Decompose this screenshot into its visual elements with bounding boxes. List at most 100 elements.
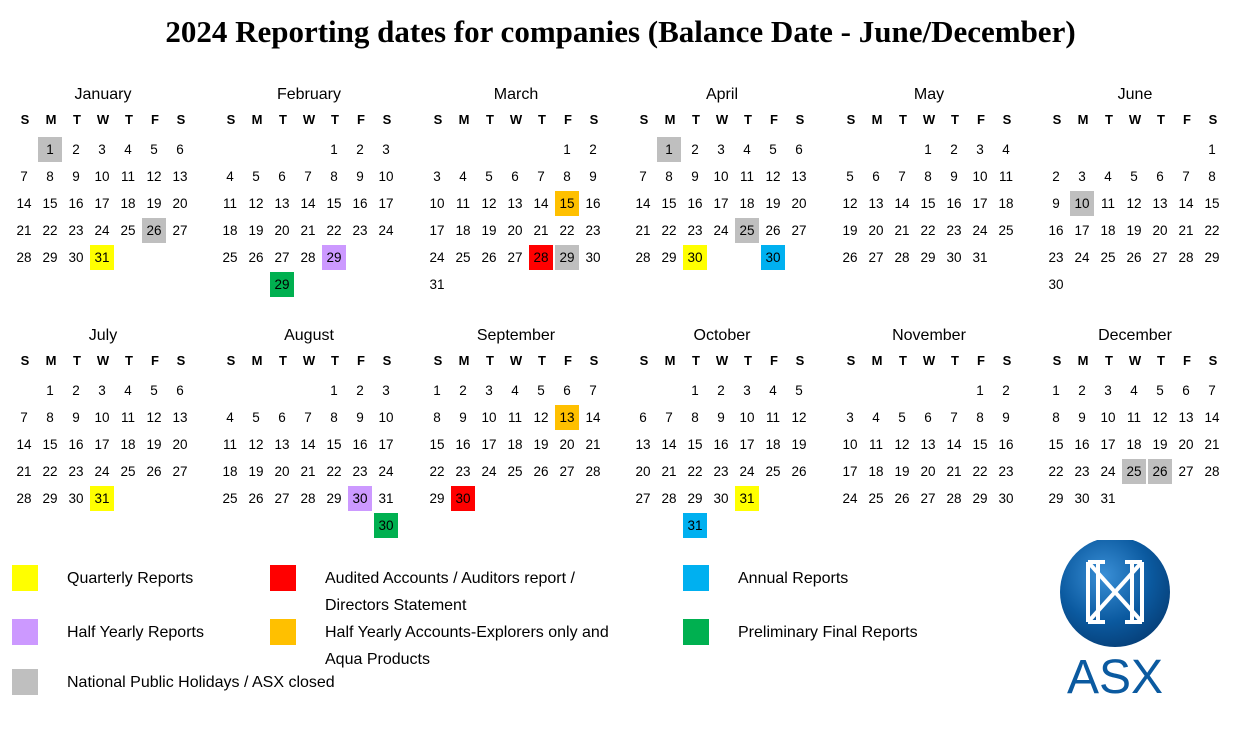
day-number: 17	[378, 437, 394, 452]
day-number: 30	[713, 491, 729, 506]
day-cell: 15	[683, 431, 709, 458]
day-number: 8	[433, 410, 441, 425]
day-cell: 11	[761, 404, 787, 431]
day-number: 3	[717, 142, 725, 157]
day-number: 8	[691, 410, 699, 425]
month-days-grid: S M T W T F S 1 2 3 4 5 6 7 8 9 10 11 12 13 14 15 16 17 18 19 20 21…	[1044, 350, 1226, 512]
day-number: 22	[559, 223, 575, 238]
weekday-header: F	[977, 112, 985, 127]
day-cell: 1	[322, 136, 348, 163]
day-number: 16	[687, 196, 703, 211]
day-number: 27	[868, 250, 884, 265]
day-number: 21	[16, 464, 32, 479]
weekday-header: T	[1105, 353, 1113, 368]
day-cell: 11	[116, 163, 142, 190]
day-number: 23	[68, 464, 84, 479]
day-cell-extra: 30	[374, 512, 400, 539]
day-number: 24	[481, 464, 497, 479]
weekday-header: T	[951, 112, 959, 127]
day-cell: 7	[657, 404, 683, 431]
day-cell: 12	[1122, 190, 1148, 217]
day-cell: 23	[348, 217, 374, 244]
month-name: July	[88, 327, 118, 344]
day-number: 17	[94, 196, 110, 211]
day-number: 24	[378, 223, 394, 238]
day-number: 21	[894, 223, 910, 238]
day-cell: 11	[116, 404, 142, 431]
day-number: 29	[326, 491, 342, 506]
weekday-header: F	[357, 353, 365, 368]
weekday-header: F	[770, 112, 778, 127]
day-cell: 20	[270, 217, 296, 244]
day-number: 7	[898, 169, 906, 184]
day-number: 13	[274, 196, 290, 211]
month-name: October	[693, 327, 751, 344]
day-cell: 23	[348, 458, 374, 485]
weekday-header: T	[486, 353, 494, 368]
day-cell: 19	[529, 431, 555, 458]
empty-cell	[657, 512, 683, 539]
day-number: 14	[533, 196, 549, 211]
day-cell: 23	[1070, 458, 1096, 485]
day-number: 22	[429, 464, 445, 479]
day-cell: 8	[916, 163, 942, 190]
day-number: 5	[252, 410, 260, 425]
day-cell: 19	[142, 190, 168, 217]
day-cell: 12	[529, 404, 555, 431]
day-cell: 14	[890, 190, 916, 217]
month-days-grid: S M T W T F S 1 2 3 4 5 6 7 8 9 10 11 12 13 14 15 16 17 18 19 20 21…	[425, 109, 607, 298]
day-number: 9	[717, 410, 725, 425]
weekday-header: W	[509, 353, 523, 368]
day-number: 4	[226, 410, 234, 425]
day-number: 15	[687, 437, 703, 452]
empty-cell	[270, 512, 296, 539]
day-number: 30	[68, 250, 84, 265]
day-cell: 30	[348, 485, 374, 512]
day-number: 11	[222, 437, 237, 452]
day-number: 25	[868, 491, 884, 506]
day-number: 8	[1052, 410, 1060, 425]
day-cell-extra: 29	[270, 271, 296, 298]
day-number: 9	[1002, 410, 1010, 425]
day-number: 13	[635, 437, 651, 452]
month-days-grid: S M T W T F S 1 2 3 4 5 6 7 8 9 10 11 12 13 14 15 16 17 18 19 20 21…	[1044, 109, 1226, 298]
day-cell: 30	[64, 485, 90, 512]
empty-cell	[374, 244, 400, 271]
day-cell: 13	[270, 431, 296, 458]
day-cell: 24	[709, 217, 735, 244]
day-cell: 10	[838, 431, 864, 458]
day-number: 19	[146, 196, 162, 211]
day-number: 18	[1126, 437, 1142, 452]
day-cell: 28	[657, 485, 683, 512]
day-number: 18	[998, 196, 1014, 211]
day-number: 18	[120, 437, 136, 452]
day-number: 26	[1148, 459, 1172, 484]
empty-cell	[244, 512, 270, 539]
day-number: 25	[1100, 250, 1116, 265]
day-cell: 29	[916, 244, 942, 271]
weekday-header: S	[639, 112, 649, 127]
day-cell: 19	[244, 217, 270, 244]
day-cell: 19	[1148, 431, 1174, 458]
day-cell: 12	[142, 163, 168, 190]
day-number: 2	[1078, 383, 1086, 398]
day-cell: 22	[683, 458, 709, 485]
weekday-header: T	[73, 112, 81, 127]
day-number: 4	[124, 383, 132, 398]
day-number: 25	[455, 250, 471, 265]
day-cell-extra: 31	[683, 512, 709, 539]
weekday-header: S	[795, 353, 805, 368]
empty-cell	[735, 244, 761, 271]
day-number: 14	[300, 196, 316, 211]
day-cell: 20	[631, 458, 657, 485]
day-number: 16	[352, 196, 368, 211]
day-cell: 25	[503, 458, 529, 485]
day-cell: 13	[787, 163, 813, 190]
day-cell: 23	[451, 458, 477, 485]
empty-cell	[864, 136, 890, 163]
day-number: 3	[382, 383, 390, 398]
day-cell: 20	[864, 217, 890, 244]
day-number: 28	[300, 250, 316, 265]
day-number: 21	[300, 223, 316, 238]
day-number: 26	[765, 223, 781, 238]
